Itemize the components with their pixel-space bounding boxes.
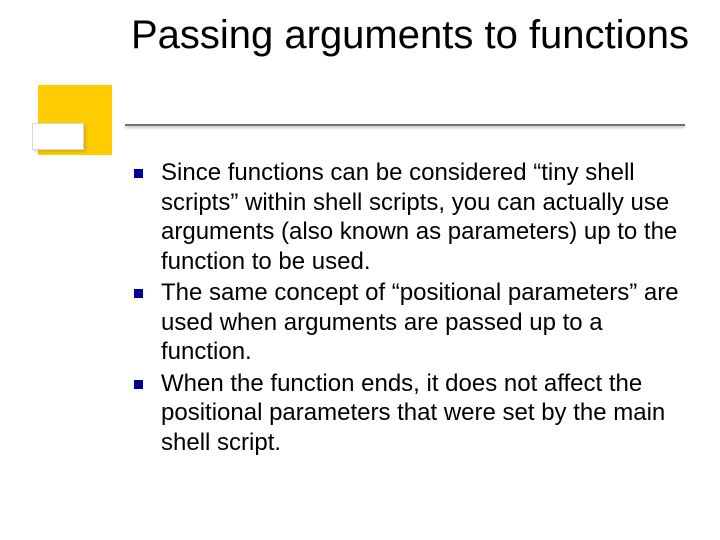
square-bullet-icon: [134, 380, 143, 389]
title-underline: [125, 124, 685, 126]
square-bullet-icon: [134, 169, 143, 178]
decorative-inset-block: [32, 123, 84, 150]
list-item: When the function ends, it does not affe…: [130, 369, 690, 458]
slide-title: Passing arguments to functions: [130, 12, 690, 58]
list-item: Since functions can be considered “tiny …: [130, 158, 690, 276]
list-item: The same concept of “positional paramete…: [130, 278, 690, 367]
list-item-text: Since functions can be considered “tiny …: [161, 158, 690, 276]
body-content: Since functions can be considered “tiny …: [130, 158, 690, 459]
slide: Passing arguments to functions Since fun…: [0, 0, 720, 540]
square-bullet-icon: [134, 289, 143, 298]
list-item-text: When the function ends, it does not affe…: [161, 369, 690, 458]
list-item-text: The same concept of “positional paramete…: [161, 278, 690, 367]
